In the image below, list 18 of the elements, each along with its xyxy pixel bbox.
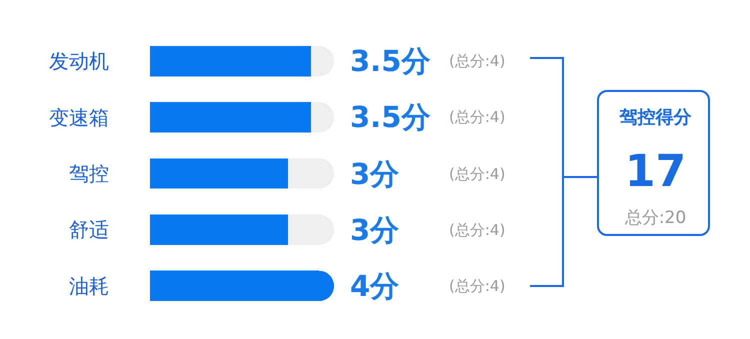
data-label: 3分 bbox=[350, 157, 400, 191]
data-label: 3分 bbox=[350, 213, 400, 247]
text: 总分:20 bbox=[624, 208, 688, 228]
y-tick-label: 油耗 bbox=[69, 274, 109, 298]
text: 17 bbox=[624, 146, 688, 198]
text: 驾控得分 bbox=[618, 107, 692, 129]
y-tick-label: 驾控 bbox=[69, 162, 109, 186]
text: (总分:4) bbox=[449, 165, 506, 183]
y-tick-label: 发动机 bbox=[49, 49, 109, 74]
data-label: 4分 bbox=[350, 269, 400, 303]
y-tick-label: 舒适 bbox=[69, 218, 109, 242]
text: (总分:4) bbox=[449, 108, 506, 126]
text: (总分:4) bbox=[449, 277, 506, 295]
text: (总分:4) bbox=[449, 52, 506, 70]
text: (总分:4) bbox=[449, 221, 506, 239]
data-label: 3.5分 bbox=[350, 100, 432, 134]
data-label: 3.5分 bbox=[350, 44, 432, 78]
y-tick-label: 变速箱 bbox=[49, 105, 109, 130]
